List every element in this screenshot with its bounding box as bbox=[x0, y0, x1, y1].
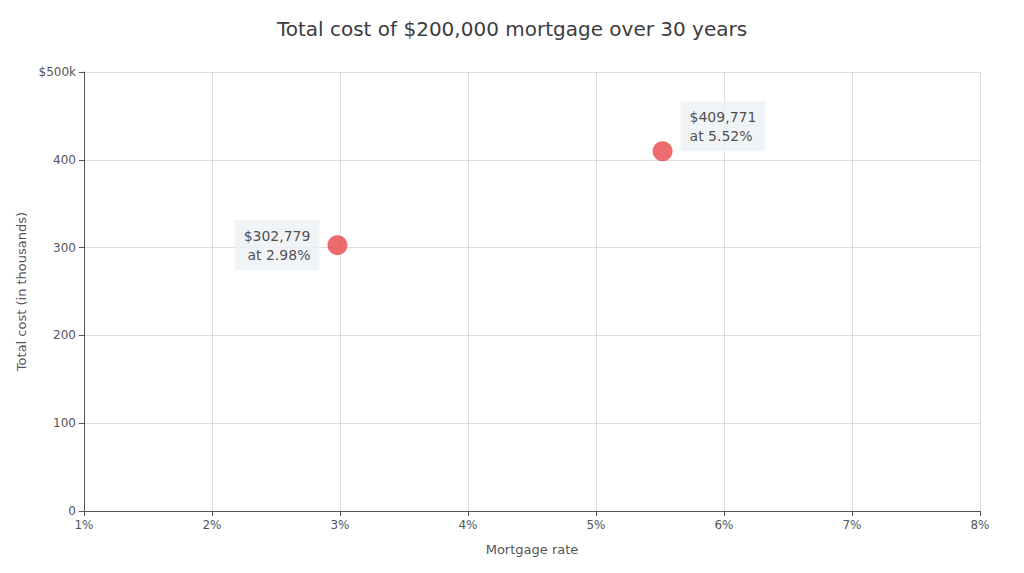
svg-text:6%: 6% bbox=[714, 518, 733, 532]
svg-text:5%: 5% bbox=[586, 518, 605, 532]
svg-text:0: 0 bbox=[68, 504, 76, 518]
svg-text:at 2.98%: at 2.98% bbox=[247, 247, 310, 263]
svg-text:$409,771: $409,771 bbox=[690, 109, 757, 125]
svg-text:8%: 8% bbox=[970, 518, 989, 532]
svg-text:2%: 2% bbox=[202, 518, 221, 532]
svg-text:Total cost (in thousands): Total cost (in thousands) bbox=[14, 212, 29, 372]
svg-text:4%: 4% bbox=[458, 518, 477, 532]
svg-text:Total cost of $200,000 mortgag: Total cost of $200,000 mortgage over 30 … bbox=[276, 17, 747, 41]
svg-text:1%: 1% bbox=[74, 518, 93, 532]
svg-text:$500k: $500k bbox=[39, 65, 77, 79]
svg-text:at 5.52%: at 5.52% bbox=[690, 128, 753, 144]
svg-text:200: 200 bbox=[53, 328, 76, 342]
svg-text:400: 400 bbox=[53, 153, 76, 167]
svg-text:100: 100 bbox=[53, 416, 76, 430]
svg-text:300: 300 bbox=[53, 241, 76, 255]
svg-text:$302,779: $302,779 bbox=[244, 228, 311, 244]
svg-text:3%: 3% bbox=[330, 518, 349, 532]
svg-text:7%: 7% bbox=[842, 518, 861, 532]
svg-text:Mortgage rate: Mortgage rate bbox=[486, 542, 579, 557]
